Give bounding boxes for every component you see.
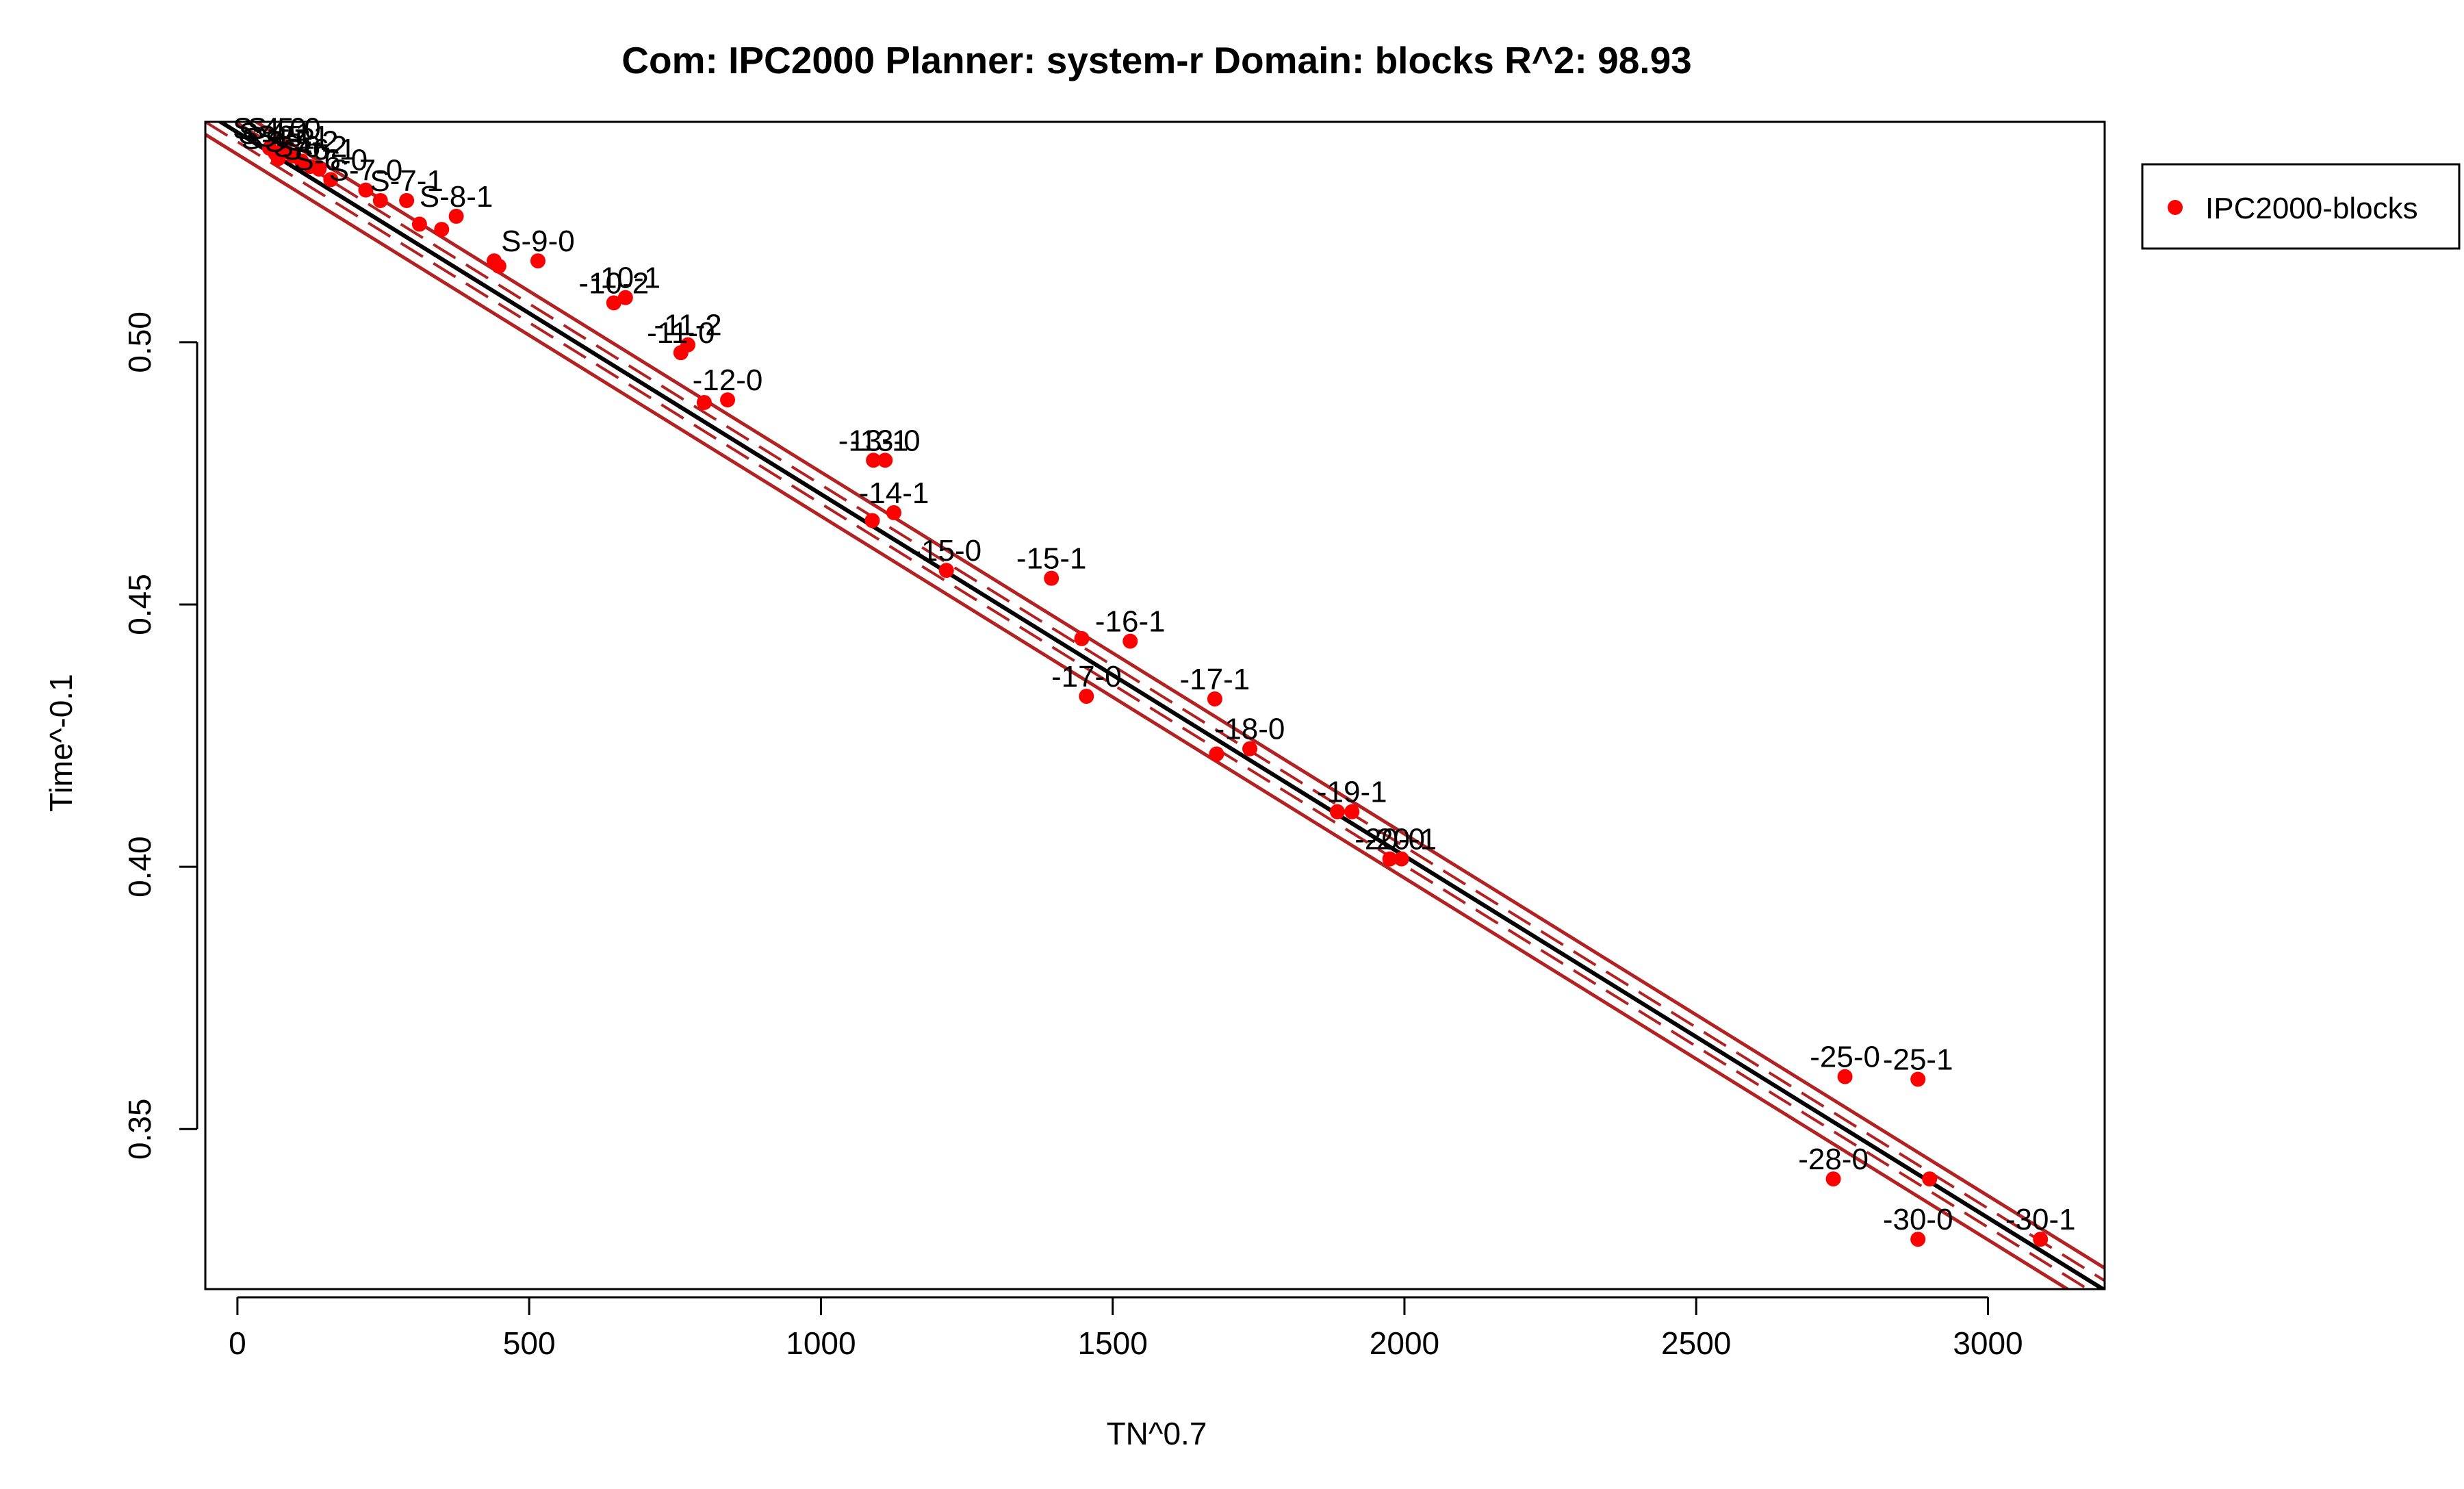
- data-point: [434, 222, 450, 238]
- data-point-label: -13-1: [838, 424, 909, 457]
- data-point-label: S-7-0: [329, 154, 403, 188]
- data-point-label: S-5-2: [265, 125, 339, 158]
- x-tick-label: 1000: [786, 1325, 856, 1361]
- x-tick-label: 3000: [1953, 1325, 2023, 1361]
- data-point: [864, 513, 880, 529]
- legend-marker: [2168, 200, 2183, 215]
- data-point: [411, 216, 427, 232]
- data-point: [1079, 689, 1094, 704]
- lower-prediction-band: [205, 133, 2071, 1289]
- data-point: [1209, 746, 1224, 762]
- data-point-label: -17-0: [1051, 660, 1122, 693]
- data-point: [1344, 804, 1360, 819]
- data-point: [1910, 1071, 1926, 1087]
- x-tick-label: 2000: [1370, 1325, 1439, 1361]
- data-point: [530, 253, 546, 269]
- data-point-label: S-9-0: [501, 225, 575, 258]
- regression-line: [216, 122, 2105, 1289]
- data-point-label: -20-1: [1366, 823, 1437, 856]
- data-point-label: -17-1: [1180, 663, 1250, 696]
- data-point-label: S-6-0: [294, 143, 368, 177]
- data-point-label: S-4-0: [233, 112, 307, 145]
- data-point: [1207, 691, 1222, 707]
- data-point: [866, 453, 882, 468]
- upper-prediction-band: [253, 122, 2105, 1270]
- data-point-label: S-6-2: [274, 130, 348, 164]
- data-point-label: -18-0: [1215, 713, 1285, 746]
- data-point: [1382, 851, 1398, 867]
- data-point: [720, 392, 736, 408]
- data-point: [1910, 1232, 1926, 1247]
- data-point-label: -10-2: [578, 266, 649, 300]
- data-point-label: S-8-1: [420, 180, 493, 214]
- chart-title: Com: IPC2000 Planner: system-r Domain: b…: [621, 39, 1692, 81]
- data-point: [1329, 804, 1345, 819]
- data-point-label: -28-0: [1798, 1143, 1869, 1176]
- y-tick-label: 0.35: [122, 1099, 157, 1160]
- data-point: [1922, 1171, 1938, 1187]
- data-point-label: -11-2: [654, 309, 721, 342]
- data-point-label: -11-0: [647, 316, 715, 350]
- data-point: [680, 337, 696, 353]
- y-tick-label: 0.50: [122, 311, 157, 373]
- data-point: [1122, 633, 1138, 649]
- data-point: [617, 290, 633, 305]
- legend-entry-label: IPC2000-blocks: [2205, 192, 2418, 225]
- data-point: [358, 182, 374, 198]
- data-point: [877, 453, 893, 468]
- data-point: [372, 192, 388, 208]
- data-point: [1242, 741, 1258, 756]
- data-point-label: -25-0: [1810, 1041, 1880, 1074]
- data-point-label: S-4-2: [242, 123, 316, 156]
- data-point: [1837, 1069, 1853, 1084]
- axes: 0 500 1000 1500 2000 2500 3000 0.35 0.40 0.45 0.50: [122, 120, 2106, 1361]
- data-point: [323, 172, 339, 188]
- legend: IPC2000-blocks: [2141, 163, 2461, 250]
- data-point-label: -30-1: [2005, 1203, 2076, 1236]
- data-point: [1074, 631, 1090, 646]
- data-point: [491, 258, 506, 274]
- y-tick-label: 0.45: [122, 574, 157, 635]
- data-point-label: S-6-1: [282, 133, 356, 166]
- data-point: [696, 394, 712, 410]
- data-point: [1044, 570, 1060, 586]
- plot-frame: [204, 120, 2106, 1290]
- data-point-label: S-5-0: [247, 112, 321, 145]
- x-tick-label: 2500: [1661, 1325, 1731, 1361]
- data-point-label: S-5-1: [256, 120, 330, 153]
- data-point: [938, 563, 954, 578]
- data-point: [606, 295, 621, 311]
- data-point-label: -12-0: [693, 364, 763, 397]
- data-point: [2033, 1232, 2049, 1247]
- x-tick-label: 0: [229, 1325, 246, 1361]
- y-axis-label: Time^-0.1: [43, 674, 79, 811]
- data-point-label: -30-0: [1883, 1203, 1953, 1236]
- legend-box: [2141, 163, 2461, 250]
- plot-lines: [205, 122, 2105, 1289]
- data-point-label: S-7-1: [370, 164, 444, 198]
- x-tick-label: 1500: [1078, 1325, 1148, 1361]
- data-point-label: -20-0: [1355, 823, 1425, 856]
- data-point-label: -14-1: [859, 476, 929, 510]
- data-point-label: -19-1: [1317, 776, 1387, 809]
- data-point: [399, 192, 415, 208]
- data-point: [311, 161, 327, 177]
- plot-area: S-4-0S-4-1S-4-2S-5-0S-5-1S-5-2S-6-2S-6-1…: [205, 112, 2105, 1289]
- data-point: [1825, 1171, 1841, 1187]
- x-tick-label: 500: [503, 1325, 556, 1361]
- data-point-label: -16-1: [1095, 605, 1166, 639]
- data-point: [448, 208, 464, 224]
- x-axis-label: TN^0.7: [1107, 1416, 1207, 1451]
- data-point-label: -10-1: [590, 262, 660, 295]
- data-point-label: -15-0: [911, 534, 981, 568]
- data-point-label: -13-0: [850, 424, 921, 457]
- upper-confidence-band: [233, 122, 2105, 1282]
- data-point-label: -25-1: [1883, 1043, 1953, 1076]
- data-point-label: -15-1: [1016, 542, 1087, 576]
- data-point: [886, 505, 901, 520]
- data-point: [1394, 851, 1409, 867]
- y-tick-label: 0.40: [122, 836, 157, 898]
- lower-confidence-band: [205, 122, 2091, 1289]
